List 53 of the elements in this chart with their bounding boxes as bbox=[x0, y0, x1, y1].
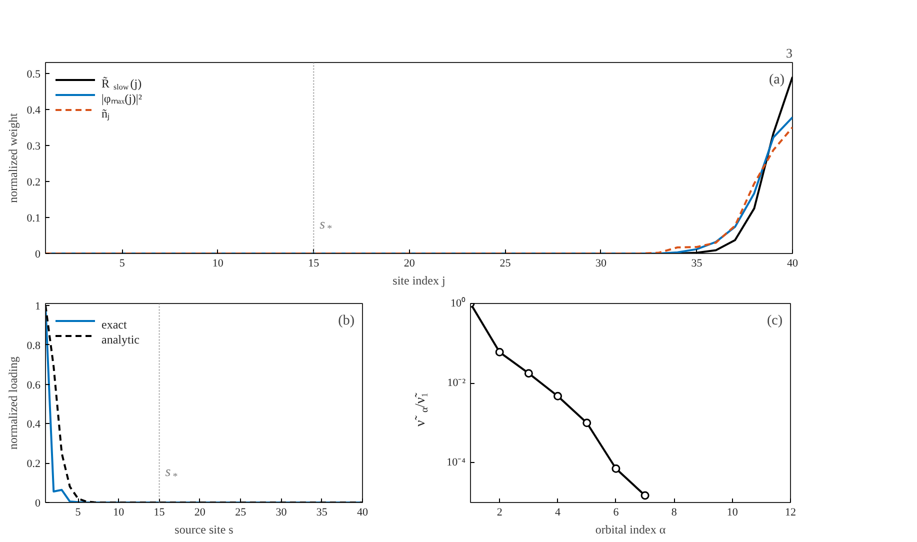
x-tick-label: 6 bbox=[613, 506, 620, 518]
x-axis-title: site index j bbox=[392, 274, 446, 288]
annotation: (c) bbox=[766, 314, 783, 328]
y-tick-label: 0.2 bbox=[26, 176, 40, 188]
x-tick-label: 15 bbox=[308, 258, 320, 270]
x-tick-label: 10 bbox=[726, 506, 738, 518]
y-tick-label: 10⁰ bbox=[450, 296, 466, 310]
ref-line-label: s* bbox=[165, 465, 178, 482]
y-tick-label: 0.2 bbox=[26, 458, 40, 470]
x-tick-label: 20 bbox=[194, 506, 206, 518]
y-axis-title: ν̃α/ν̃₁ bbox=[413, 392, 431, 426]
x-tick-label: 35 bbox=[691, 258, 703, 270]
legend-label: analytic bbox=[102, 332, 140, 346]
y-tick-label: 0.1 bbox=[26, 212, 40, 224]
x-tick-label: 4 bbox=[555, 506, 562, 518]
y-tick-label: 0 bbox=[35, 498, 41, 510]
x-tick-label: 10 bbox=[113, 506, 125, 518]
x-tick-label: 10 bbox=[212, 258, 224, 270]
annotation: (a) bbox=[768, 72, 785, 88]
x-tick-label: 30 bbox=[276, 506, 288, 518]
text: 3 bbox=[786, 46, 792, 60]
y-tick-label: 0.8 bbox=[26, 340, 41, 352]
y-tick-label: 0.6 bbox=[26, 379, 41, 392]
y-tick-label: 0 bbox=[35, 248, 41, 260]
ref-line-label: s* bbox=[320, 217, 332, 235]
x-tick-label: 12 bbox=[785, 506, 796, 518]
x-axis-title: orbital index α bbox=[595, 522, 666, 536]
x-tick-label: 30 bbox=[595, 258, 607, 270]
annotation: (b) bbox=[338, 314, 355, 328]
x-tick-label: 8 bbox=[671, 506, 678, 518]
legend-label: exact bbox=[102, 318, 128, 332]
y-tick-label: 1 bbox=[35, 300, 40, 312]
x-tick-label: 40 bbox=[357, 506, 368, 518]
y-tick-label: 10⁻² bbox=[447, 377, 466, 390]
x-axis-title: source site s bbox=[174, 522, 234, 536]
y-tick-label: 0.5 bbox=[26, 68, 41, 80]
x-tick-label: 35 bbox=[316, 506, 328, 518]
legend-label: ñⱼ bbox=[102, 106, 110, 120]
legend-label: |φₘₐₓ(j)|² bbox=[102, 92, 142, 106]
y-tick-label: 0.4 bbox=[26, 104, 41, 116]
y-axis-title: normalized loading bbox=[6, 356, 20, 450]
y-axis-title: normalized weight bbox=[6, 112, 20, 203]
x-tick-label: 25 bbox=[235, 506, 247, 518]
x-tick-label: 40 bbox=[787, 258, 798, 270]
x-tick-label: 5 bbox=[75, 506, 82, 518]
x-tick-label: 2 bbox=[496, 506, 502, 518]
y-tick-label: 0.4 bbox=[26, 418, 41, 431]
y-tick-label: 0.3 bbox=[26, 140, 41, 152]
y-tick-label: 10⁻⁴ bbox=[446, 456, 466, 469]
x-tick-label: 20 bbox=[404, 258, 416, 270]
x-tick-label: 15 bbox=[154, 506, 166, 518]
x-tick-label: 25 bbox=[500, 258, 512, 270]
x-tick-label: 5 bbox=[119, 258, 126, 270]
